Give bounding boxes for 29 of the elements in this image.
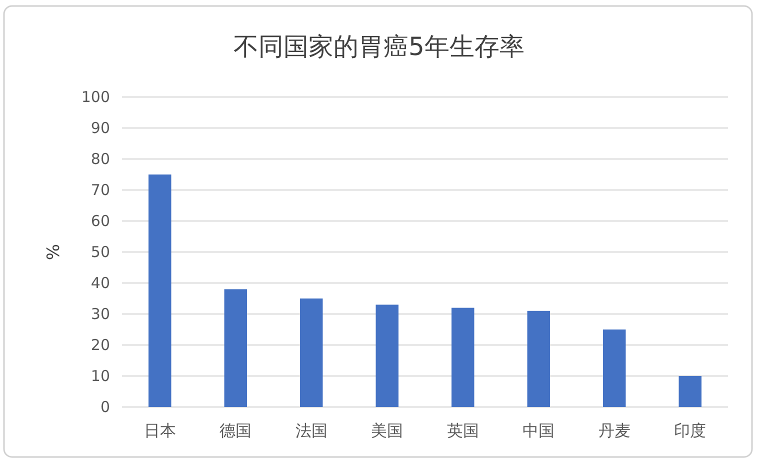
bar [678, 376, 702, 407]
y-tick-label: 30 [90, 305, 110, 323]
y-tick-label: 10 [90, 367, 110, 385]
bar [148, 174, 172, 407]
x-tick-label: 德国 [220, 421, 252, 440]
bar [603, 330, 626, 407]
bar [376, 304, 398, 407]
y-tick-label: 0 [100, 398, 110, 416]
x-tick-label: 法国 [295, 421, 328, 440]
x-tick-label: 美国 [371, 421, 404, 440]
x-tick-label: 日本 [144, 421, 176, 440]
y-tick-label: 60 [90, 212, 110, 230]
y-axis-title: % [44, 244, 64, 260]
x-tick-label: 印度 [674, 421, 706, 440]
y-tick-label: 40 [90, 274, 110, 292]
y-tick-label: 20 [90, 336, 110, 354]
y-tick-label: 80 [90, 150, 110, 168]
y-tick-label: 70 [90, 181, 110, 199]
x-tick-label: 中国 [522, 421, 555, 440]
y-tick-label: 90 [90, 119, 110, 137]
bar [527, 310, 550, 407]
x-tick-label: 丹麦 [598, 421, 630, 440]
chart-title: 不同国家的胃癌5年生存率 [234, 32, 524, 61]
bar [300, 298, 323, 407]
y-tick-label: 50 [90, 243, 110, 261]
bar [452, 308, 474, 407]
x-tick-label: 英国 [446, 421, 479, 440]
y-tick-label: 100 [81, 88, 110, 106]
bar [224, 289, 247, 407]
